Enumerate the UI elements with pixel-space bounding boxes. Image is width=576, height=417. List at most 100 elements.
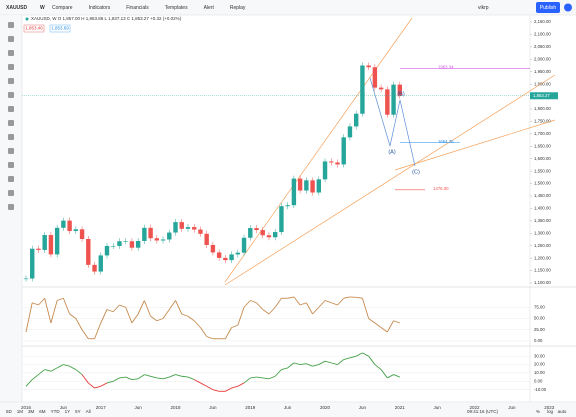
toolbar-button[interactable]: Financials — [126, 5, 149, 11]
symbol[interactable]: XAUUSD — [6, 5, 28, 11]
bottom-bar — [0, 402, 576, 417]
range-button[interactable]: All — [86, 409, 91, 414]
candle — [129, 241, 135, 248]
line-segment — [237, 307, 245, 326]
price-label: 1,250.00 — [534, 243, 551, 248]
line-segment — [256, 376, 263, 379]
toolbar-button[interactable]: Indicators — [89, 5, 111, 11]
line-segment — [355, 352, 363, 357]
line-segment — [38, 369, 45, 375]
candle — [304, 180, 309, 191]
account-icon[interactable] — [564, 3, 572, 12]
panel-label: 50.00 — [534, 316, 545, 321]
toolbar-button[interactable]: Templates — [165, 5, 188, 11]
candle — [204, 233, 209, 245]
line-segment — [137, 300, 145, 315]
range-button[interactable]: 5Y — [75, 409, 81, 414]
panel-label: 75.00 — [534, 304, 545, 309]
candle — [198, 229, 203, 234]
line-segment — [368, 318, 376, 324]
toolbar-bg — [0, 0, 576, 15]
scale-option[interactable]: log — [547, 409, 554, 414]
candle — [154, 238, 160, 241]
tool-icon[interactable] — [8, 176, 14, 182]
line-segment — [44, 298, 52, 324]
level-label: 1963.34 — [438, 65, 454, 70]
line-segment — [243, 377, 251, 384]
line-segment — [119, 376, 126, 379]
range-button[interactable]: 5D — [6, 409, 13, 414]
trend-line — [394, 119, 556, 171]
wave-label: (B) — [397, 91, 405, 97]
tool-icon[interactable] — [8, 134, 14, 140]
candle — [135, 240, 141, 248]
line-segment — [113, 377, 120, 382]
range-button[interactable]: YTD — [51, 409, 61, 414]
publish-button[interactable] — [536, 2, 560, 13]
candle — [185, 227, 191, 229]
line-segment — [156, 318, 164, 322]
tool-icon[interactable] — [8, 162, 14, 168]
line-segment — [144, 374, 151, 377]
line-segment — [318, 300, 326, 308]
line-segment — [293, 362, 301, 365]
range-button[interactable]: 3M — [28, 409, 35, 414]
ask: 1,853.69 — [51, 26, 69, 31]
line-segment — [200, 327, 208, 337]
line-segment — [56, 297, 64, 301]
tool-icon[interactable] — [8, 64, 14, 70]
level-label: 1664.76 — [438, 139, 454, 144]
tool-icon[interactable] — [8, 22, 14, 28]
time-label: Jun — [135, 405, 143, 410]
line-segment — [262, 377, 270, 380]
tool-icon[interactable] — [8, 50, 14, 56]
tool-icon[interactable] — [8, 148, 14, 154]
line-segment — [169, 374, 176, 378]
range-button[interactable]: 1Y — [65, 409, 71, 414]
toolbar-button[interactable]: Compare — [52, 5, 73, 11]
tool-icon[interactable] — [8, 106, 14, 112]
user[interactable]: vikrp — [478, 5, 489, 11]
time-label: 2018 — [171, 405, 182, 410]
publish-label[interactable]: Publish — [540, 5, 557, 11]
scale-option[interactable]: % — [536, 409, 540, 414]
line-segment — [112, 304, 120, 313]
wave-label: (A) — [388, 149, 396, 155]
line-segment — [125, 307, 133, 324]
toolbar-button[interactable]: Alert — [204, 5, 215, 11]
line-segment — [374, 364, 382, 370]
line-segment — [293, 296, 301, 306]
candle — [391, 84, 396, 115]
tool-icon[interactable] — [8, 190, 14, 196]
candle — [260, 230, 265, 236]
scale-option[interactable]: auto — [558, 409, 567, 414]
tool-icon[interactable] — [8, 204, 14, 210]
toolbar-button[interactable]: Replay — [230, 5, 246, 11]
price-label: 1,750.00 — [534, 119, 551, 124]
legend-ohlc: XAUUSD, W O 1,857.00 H 1,863.86 L 1,837.… — [31, 16, 182, 21]
line-segment — [250, 376, 257, 379]
tool-icon[interactable] — [8, 78, 14, 84]
panel-label: 20.00 — [534, 362, 545, 367]
last-price-tag — [530, 92, 558, 100]
tool-icon[interactable] — [8, 92, 14, 98]
candle — [167, 232, 172, 240]
tool-icon[interactable] — [8, 120, 14, 126]
candle — [54, 227, 60, 255]
tool-icon[interactable] — [8, 36, 14, 42]
wave-path — [369, 77, 416, 167]
interval[interactable]: W — [40, 5, 45, 11]
line-segment — [274, 369, 282, 377]
level-label: 1475.00 — [433, 186, 449, 191]
line-segment — [175, 300, 183, 315]
range-button[interactable]: 1M — [17, 409, 24, 414]
candle — [372, 67, 378, 88]
candle — [297, 178, 303, 191]
range-button[interactable]: 6M — [39, 409, 46, 414]
line-segment — [143, 300, 152, 317]
line-segment — [337, 359, 345, 365]
line-segment — [200, 382, 207, 387]
line-segment — [318, 360, 326, 365]
line-segment — [324, 360, 332, 364]
line-segment — [312, 364, 319, 367]
